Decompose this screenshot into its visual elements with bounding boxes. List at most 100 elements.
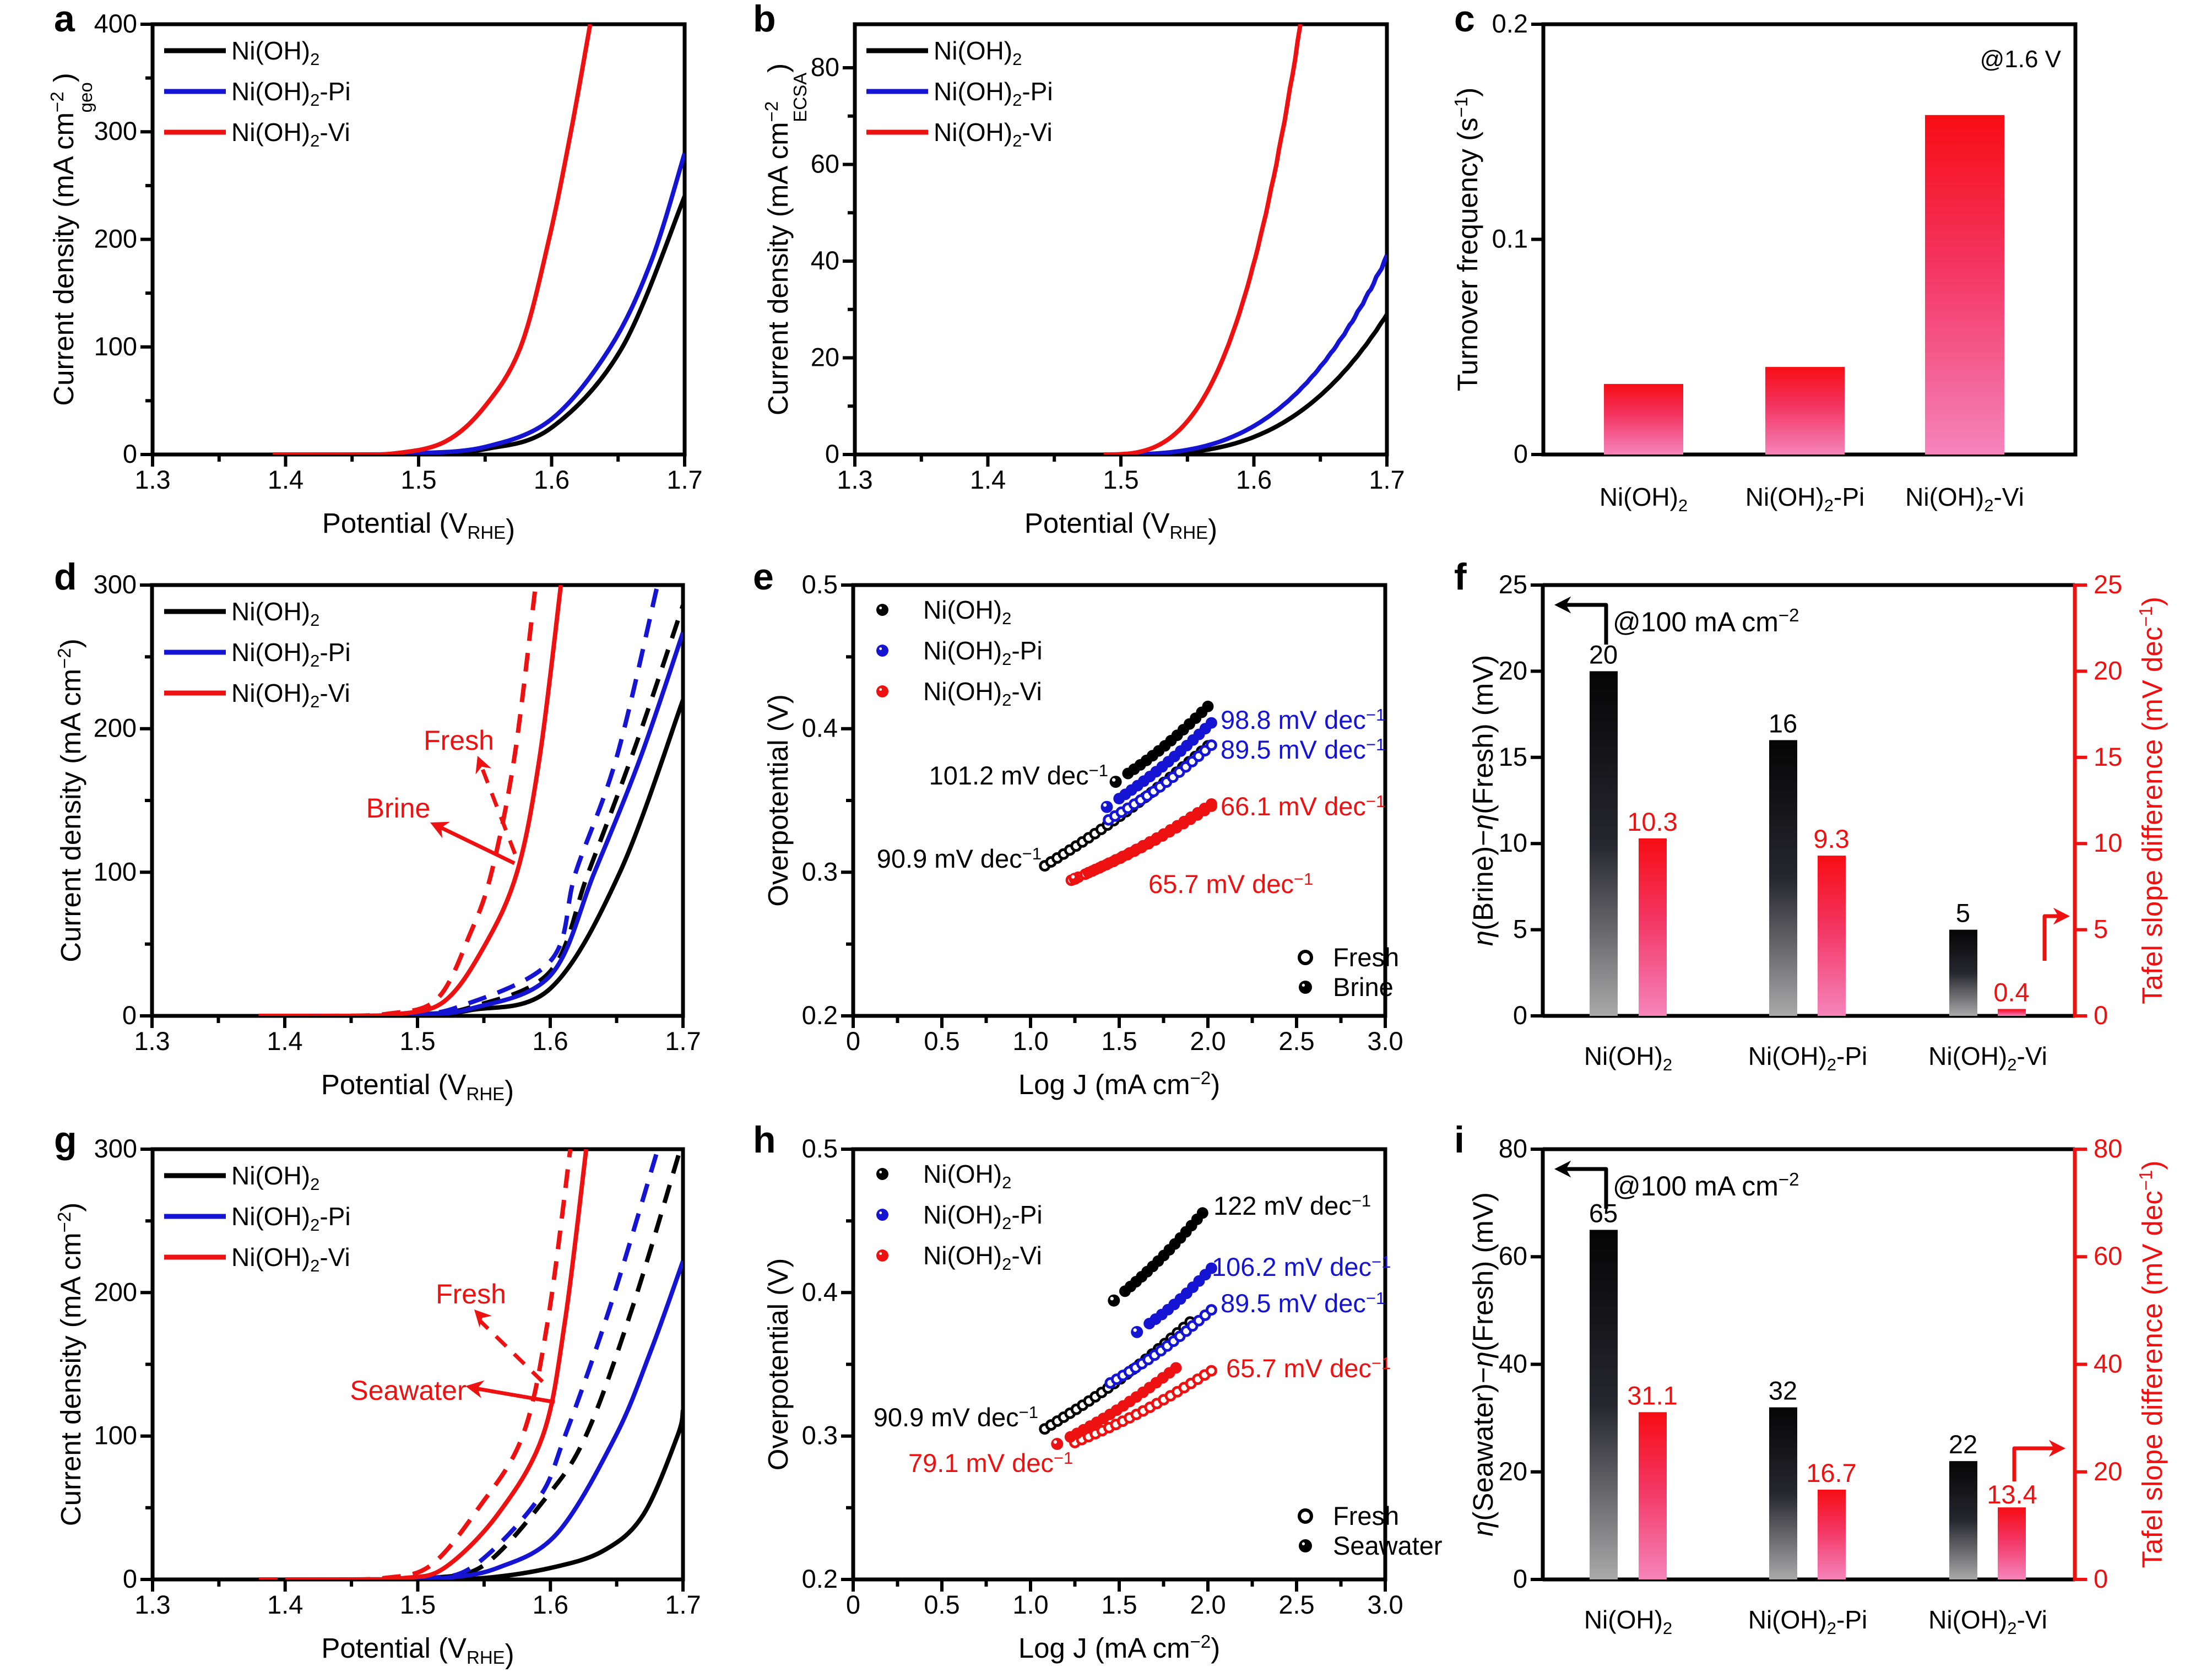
svg-text:1.5: 1.5 [1101, 1026, 1137, 1056]
svg-text:f: f [1454, 556, 1467, 598]
svg-text:i: i [1454, 1119, 1465, 1161]
svg-text:Ni(OH)2-Vi: Ni(OH)2-Vi [923, 677, 1042, 710]
svg-text:60: 60 [2094, 1241, 2122, 1270]
svg-text:100: 100 [94, 332, 137, 361]
svg-text:1.7: 1.7 [665, 1590, 701, 1619]
svg-text:10: 10 [2094, 828, 2122, 857]
svg-text:5: 5 [1956, 899, 1970, 928]
svg-text:89.5 mV dec−1: 89.5 mV dec−1 [1221, 1289, 1385, 1318]
svg-text:20: 20 [2094, 1457, 2122, 1486]
svg-text:Ni(OH)2: Ni(OH)2 [1600, 483, 1688, 515]
svg-text:0: 0 [846, 1026, 860, 1056]
svg-text:1.5: 1.5 [400, 1590, 436, 1619]
svg-text:1.4: 1.4 [267, 1590, 303, 1619]
svg-text:Ni(OH)2-Pi: Ni(OH)2-Pi [231, 1202, 351, 1235]
svg-text:Tafel slope difference (mV dec: Tafel slope difference (mV dec−1) [2135, 1161, 2168, 1568]
svg-text:89.5 mV dec−1: 89.5 mV dec−1 [1221, 735, 1385, 764]
svg-text:0.1: 0.1 [1492, 224, 1528, 253]
svg-text:100: 100 [94, 1421, 137, 1450]
svg-text:0.2: 0.2 [1492, 9, 1528, 38]
svg-text:200: 200 [94, 224, 137, 253]
svg-text:32: 32 [1769, 1376, 1797, 1405]
svg-text:0: 0 [1514, 439, 1528, 468]
svg-text:1.7: 1.7 [666, 465, 702, 494]
svg-text:1.4: 1.4 [268, 465, 303, 494]
svg-text:1.6: 1.6 [532, 1026, 568, 1056]
svg-text:Ni(OH)2: Ni(OH)2 [1584, 1605, 1672, 1638]
svg-text:400: 400 [94, 9, 137, 38]
svg-text:Ni(OH)2-Pi: Ni(OH)2-Pi [923, 1200, 1043, 1233]
svg-text:Seawater: Seawater [350, 1375, 466, 1406]
svg-text:0.5: 0.5 [802, 570, 838, 599]
svg-text:0: 0 [1513, 1564, 1527, 1593]
svg-text:Log J (mA cm−2): Log J (mA cm−2) [1018, 1068, 1220, 1100]
svg-text:0.5: 0.5 [924, 1590, 959, 1619]
svg-text:η(Seawater)−η(Fresh) (mV): η(Seawater)−η(Fresh) (mV) [1467, 1192, 1499, 1536]
svg-text:300: 300 [94, 116, 137, 145]
svg-text:10.3: 10.3 [1627, 807, 1677, 836]
svg-text:1.5: 1.5 [1101, 1590, 1137, 1619]
svg-text:2.0: 2.0 [1190, 1590, 1226, 1619]
svg-text:65: 65 [1589, 1198, 1618, 1227]
svg-text:80: 80 [2094, 1134, 2122, 1163]
svg-text:Ni(OH)2-Vi: Ni(OH)2-Vi [934, 118, 1053, 150]
svg-text:16.7: 16.7 [1806, 1458, 1856, 1487]
svg-text:106.2 mV dec−1: 106.2 mV dec−1 [1212, 1252, 1391, 1281]
svg-text:Brine: Brine [366, 793, 431, 824]
svg-text:Ni(OH)2: Ni(OH)2 [231, 36, 319, 69]
svg-text:0.3: 0.3 [802, 1421, 838, 1450]
svg-text:40: 40 [2094, 1349, 2122, 1378]
svg-text:Tafel slope difference (mV dec: Tafel slope difference (mV dec−1) [2135, 597, 2168, 1004]
svg-text:16: 16 [1769, 709, 1797, 738]
svg-text:0: 0 [2094, 1000, 2108, 1030]
svg-text:2.5: 2.5 [1278, 1026, 1314, 1056]
svg-text:9.3: 9.3 [1813, 824, 1849, 853]
svg-text:@100 mA cm−2: @100 mA cm−2 [1613, 1169, 1799, 1202]
svg-text:5: 5 [2094, 915, 2108, 944]
svg-text:60: 60 [811, 149, 839, 178]
svg-text:Ni(OH)2-Pi: Ni(OH)2-Pi [1745, 483, 1865, 515]
svg-text:a: a [54, 0, 75, 40]
svg-text:80: 80 [1499, 1134, 1527, 1163]
svg-text:300: 300 [94, 1134, 137, 1163]
svg-text:e: e [753, 556, 774, 598]
svg-text:Ni(OH)2: Ni(OH)2 [934, 36, 1022, 69]
svg-text:Ni(OH)2-Pi: Ni(OH)2-Pi [231, 638, 351, 670]
svg-text:15: 15 [1499, 742, 1527, 771]
svg-text:1.3: 1.3 [134, 1590, 170, 1619]
svg-text:10: 10 [1499, 828, 1527, 857]
svg-text:0.2: 0.2 [802, 1000, 838, 1030]
svg-text:0.5: 0.5 [802, 1134, 838, 1163]
svg-text:200: 200 [94, 1277, 137, 1306]
svg-text:Overpotential (V): Overpotential (V) [762, 694, 794, 907]
svg-text:0.3: 0.3 [802, 857, 838, 886]
svg-text:1.4: 1.4 [267, 1026, 302, 1056]
svg-text:Ni(OH)2-Vi: Ni(OH)2-Vi [231, 1243, 350, 1275]
svg-text:90.9 mV dec−1: 90.9 mV dec−1 [874, 1403, 1038, 1432]
svg-text:1.6: 1.6 [534, 465, 570, 494]
svg-text:100: 100 [94, 857, 137, 886]
svg-text:Log J (mA cm−2): Log J (mA cm−2) [1018, 1631, 1220, 1664]
svg-text:Ni(OH)2-Pi: Ni(OH)2-Pi [934, 77, 1053, 110]
svg-text:Fresh: Fresh [436, 1279, 506, 1310]
svg-text:0.4: 0.4 [802, 713, 838, 743]
svg-text:Current density (mA cm−2): Current density (mA cm−2) [54, 639, 86, 962]
svg-text:1.3: 1.3 [134, 465, 170, 494]
svg-text:25: 25 [1499, 570, 1527, 599]
svg-text:Ni(OH)2-Vi: Ni(OH)2-Vi [231, 118, 350, 150]
svg-text:0.4: 0.4 [1993, 978, 2029, 1007]
svg-text:1.0: 1.0 [1012, 1590, 1048, 1619]
svg-text:Seawater: Seawater [1333, 1531, 1443, 1560]
svg-text:3.0: 3.0 [1367, 1590, 1403, 1619]
svg-text:Ni(OH)2: Ni(OH)2 [231, 597, 319, 630]
svg-text:101.2 mV dec−1: 101.2 mV dec−1 [929, 761, 1108, 790]
svg-text:Ni(OH)2-Pi: Ni(OH)2-Pi [1748, 1042, 1868, 1074]
svg-text:60: 60 [1499, 1241, 1527, 1270]
svg-text:Ni(OH)2-Vi: Ni(OH)2-Vi [923, 1241, 1042, 1274]
svg-text:3.0: 3.0 [1367, 1026, 1403, 1056]
svg-text:1.6: 1.6 [1236, 465, 1272, 494]
svg-text:20: 20 [2094, 656, 2122, 685]
svg-text:0: 0 [2094, 1564, 2108, 1593]
svg-text:40: 40 [1499, 1349, 1527, 1378]
svg-text:Turnover frequency (s−1): Turnover frequency (s−1) [1451, 88, 1483, 392]
